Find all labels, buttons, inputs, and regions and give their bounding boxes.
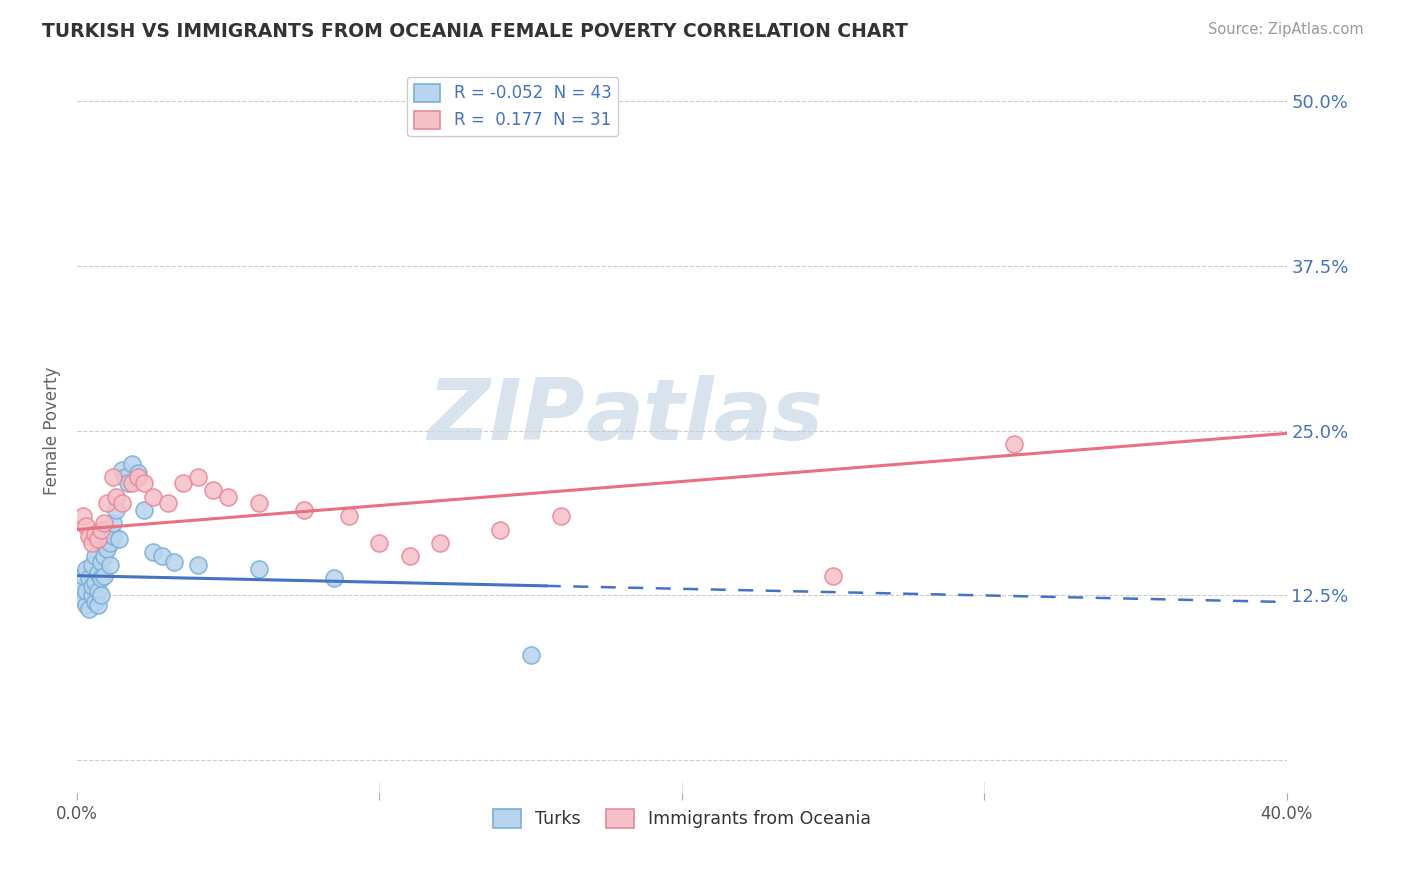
Point	[217, 490, 239, 504]
Point	[108, 532, 131, 546]
Point	[103, 516, 125, 530]
Point	[429, 535, 451, 549]
Point	[337, 509, 360, 524]
Y-axis label: Female Poverty: Female Poverty	[44, 367, 60, 495]
Point	[103, 529, 125, 543]
Point	[72, 509, 94, 524]
Point	[821, 568, 844, 582]
Point	[82, 535, 104, 549]
Point	[84, 526, 107, 541]
Point	[77, 601, 100, 615]
Point	[114, 470, 136, 484]
Point	[127, 466, 149, 480]
Point	[96, 542, 118, 557]
Point	[132, 503, 155, 517]
Point	[105, 503, 128, 517]
Point	[187, 558, 209, 573]
Point	[105, 490, 128, 504]
Point	[550, 509, 572, 524]
Point	[82, 579, 104, 593]
Point	[90, 556, 112, 570]
Point	[292, 503, 315, 517]
Legend: Turks, Immigrants from Oceania: Turks, Immigrants from Oceania	[486, 802, 877, 835]
Point	[98, 535, 121, 549]
Point	[489, 523, 512, 537]
Point	[75, 584, 97, 599]
Point	[96, 523, 118, 537]
Point	[187, 470, 209, 484]
Point	[72, 592, 94, 607]
Point	[77, 529, 100, 543]
Point	[75, 518, 97, 533]
Point	[121, 476, 143, 491]
Point	[398, 549, 420, 563]
Point	[93, 568, 115, 582]
Point	[247, 496, 270, 510]
Point	[96, 496, 118, 510]
Point	[90, 523, 112, 537]
Point	[75, 598, 97, 612]
Point	[82, 558, 104, 573]
Point	[98, 558, 121, 573]
Point	[150, 549, 173, 563]
Point	[93, 549, 115, 563]
Point	[142, 490, 165, 504]
Point	[202, 483, 225, 497]
Text: TURKISH VS IMMIGRANTS FROM OCEANIA FEMALE POVERTY CORRELATION CHART: TURKISH VS IMMIGRANTS FROM OCEANIA FEMAL…	[42, 22, 908, 41]
Point	[93, 516, 115, 530]
Point	[172, 476, 194, 491]
Point	[87, 532, 110, 546]
Text: Source: ZipAtlas.com: Source: ZipAtlas.com	[1208, 22, 1364, 37]
Point	[156, 496, 179, 510]
Point	[103, 470, 125, 484]
Point	[75, 562, 97, 576]
Point	[84, 575, 107, 590]
Point	[87, 566, 110, 580]
Point	[1004, 437, 1026, 451]
Point	[84, 549, 107, 563]
Point	[111, 463, 134, 477]
Point	[323, 571, 346, 585]
Point	[69, 582, 91, 596]
Point	[163, 556, 186, 570]
Point	[121, 457, 143, 471]
Text: atlas: atlas	[585, 375, 823, 458]
Point	[90, 589, 112, 603]
Point	[90, 571, 112, 585]
Point	[84, 595, 107, 609]
Point	[72, 568, 94, 582]
Point	[117, 476, 139, 491]
Point	[127, 470, 149, 484]
Point	[142, 545, 165, 559]
Point	[82, 589, 104, 603]
Point	[132, 476, 155, 491]
Point	[247, 562, 270, 576]
Point	[77, 571, 100, 585]
Point	[87, 584, 110, 599]
Point	[87, 598, 110, 612]
Point	[111, 496, 134, 510]
Point	[368, 535, 391, 549]
Point	[519, 648, 541, 662]
Text: ZIP: ZIP	[427, 375, 585, 458]
